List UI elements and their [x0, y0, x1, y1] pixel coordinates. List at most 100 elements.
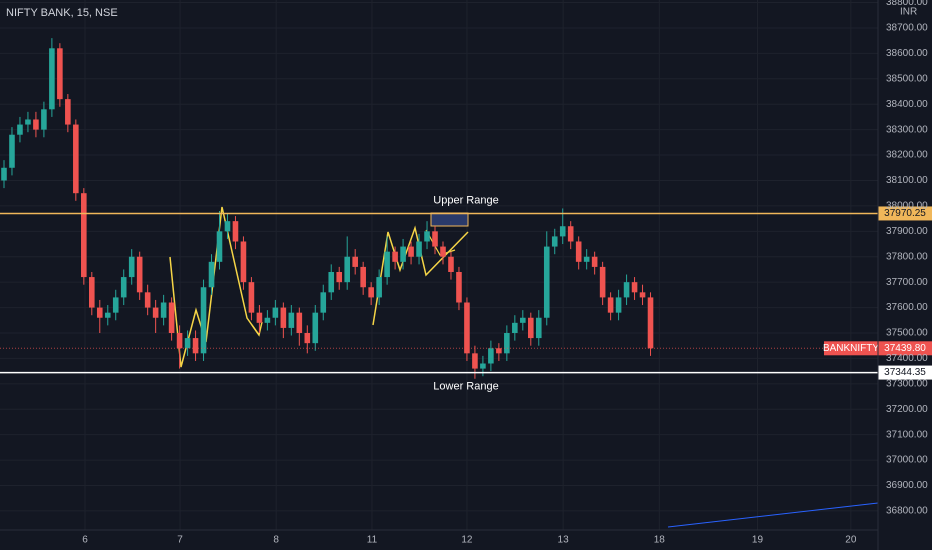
candle-body [504, 332, 510, 354]
candle-body [607, 297, 614, 313]
candle-body [272, 307, 279, 318]
y-tick-label: 37900.00 [886, 226, 928, 237]
x-tick-label: 7 [177, 535, 183, 546]
candle-body [408, 246, 414, 257]
triangle-drawing [372, 225, 469, 326]
candle-body [384, 251, 390, 278]
candle-body [288, 312, 295, 328]
candle-body [631, 282, 638, 293]
candle-body [304, 332, 311, 344]
candle-body [527, 317, 534, 339]
zone-box [430, 212, 469, 227]
candle-body [535, 317, 542, 339]
y-tick-label: 38800.00 [886, 0, 928, 8]
y-tick-label: 37000.00 [886, 455, 928, 466]
candle-body [496, 348, 502, 354]
y-tick-label: 37600.00 [886, 302, 928, 313]
y-tick-label: 38300.00 [886, 124, 928, 135]
y-tick-label: 38100.00 [886, 175, 928, 186]
price-tag-name-box [824, 341, 878, 356]
y-tick-label: 36900.00 [886, 480, 928, 491]
price-tag-label: 37439.80 [884, 343, 926, 354]
candle-body [232, 221, 239, 242]
candle-body [33, 119, 39, 130]
y-tick-label: 37100.00 [886, 429, 928, 440]
candle-body [144, 292, 151, 308]
levels: 37970.25 Upper Range 37344.35 Lower Range BA… [0, 194, 932, 392]
candle-body [41, 109, 47, 130]
candle-body [559, 226, 566, 237]
candle-body [567, 226, 574, 242]
level-tag [878, 206, 932, 221]
arrow-drawing [251, 321, 263, 337]
x-tick-label: 13 [558, 535, 570, 546]
y-tick-label: 37800.00 [886, 251, 928, 262]
candle-body [57, 48, 63, 100]
candle-body [65, 99, 71, 125]
candle-body [424, 231, 430, 242]
candle-body [96, 307, 103, 318]
y-tick-label: 38700.00 [886, 23, 928, 34]
x-tick-label: 12 [461, 535, 473, 546]
candle-body [376, 277, 382, 298]
candle-body [49, 48, 55, 110]
candle-body [256, 312, 263, 323]
candle-body [208, 261, 215, 288]
x-tick-label: 6 [82, 535, 88, 546]
candle-body [312, 312, 319, 344]
candle-body [488, 348, 494, 364]
candle-body [136, 256, 143, 293]
candle-body [575, 241, 582, 262]
candle-body [599, 266, 606, 298]
candle-body [352, 256, 358, 267]
candle-body [17, 124, 23, 135]
candle-body [128, 256, 135, 278]
level-tag-label: 37970.25 [884, 208, 926, 219]
candle-body [184, 338, 191, 349]
candles [1, 38, 654, 379]
candle-body [591, 256, 598, 267]
candle-body [248, 282, 255, 313]
candle-body [464, 302, 470, 354]
candle-body [73, 124, 79, 194]
x-tick-label: 8 [273, 535, 279, 546]
y-tick-label: 36800.00 [886, 506, 928, 517]
candle-body [216, 231, 223, 262]
y-tick-label: 38600.00 [886, 48, 928, 59]
candle-body [336, 271, 343, 283]
candle-body [81, 193, 87, 278]
candle-body [112, 297, 119, 313]
y-tick-label: 38000.00 [886, 201, 928, 212]
x-tick-label: 19 [752, 535, 764, 546]
candle-body [480, 363, 486, 369]
candle-body [1, 167, 7, 181]
level-tag [878, 365, 932, 380]
x-tick-label: 18 [654, 535, 666, 546]
candle-body [623, 282, 630, 298]
level-name: Upper Range [433, 194, 498, 206]
candle-body [392, 251, 398, 262]
y-tick-label: 37700.00 [886, 277, 928, 288]
y-tick-label: 38500.00 [886, 73, 928, 84]
y-tick-label: 37400.00 [886, 353, 928, 364]
candle-body [647, 297, 654, 349]
candle-body [9, 134, 15, 168]
x-tick-label: 20 [845, 535, 857, 546]
candle-body [615, 297, 622, 313]
candle-body [296, 312, 303, 333]
candle-body [360, 266, 366, 288]
candle-body [432, 231, 438, 247]
candle-body [280, 307, 287, 328]
candle-body [583, 256, 590, 262]
candle-body [320, 292, 327, 313]
axes: 36800.00 36900.00 37000.00 37100.00 37200.00… [82, 0, 928, 546]
candle-body [440, 246, 446, 257]
candle-body [88, 277, 95, 308]
candle-body [416, 241, 422, 257]
candle-body [520, 317, 526, 323]
candle-body [192, 338, 199, 354]
currency-label: INR [900, 7, 917, 18]
